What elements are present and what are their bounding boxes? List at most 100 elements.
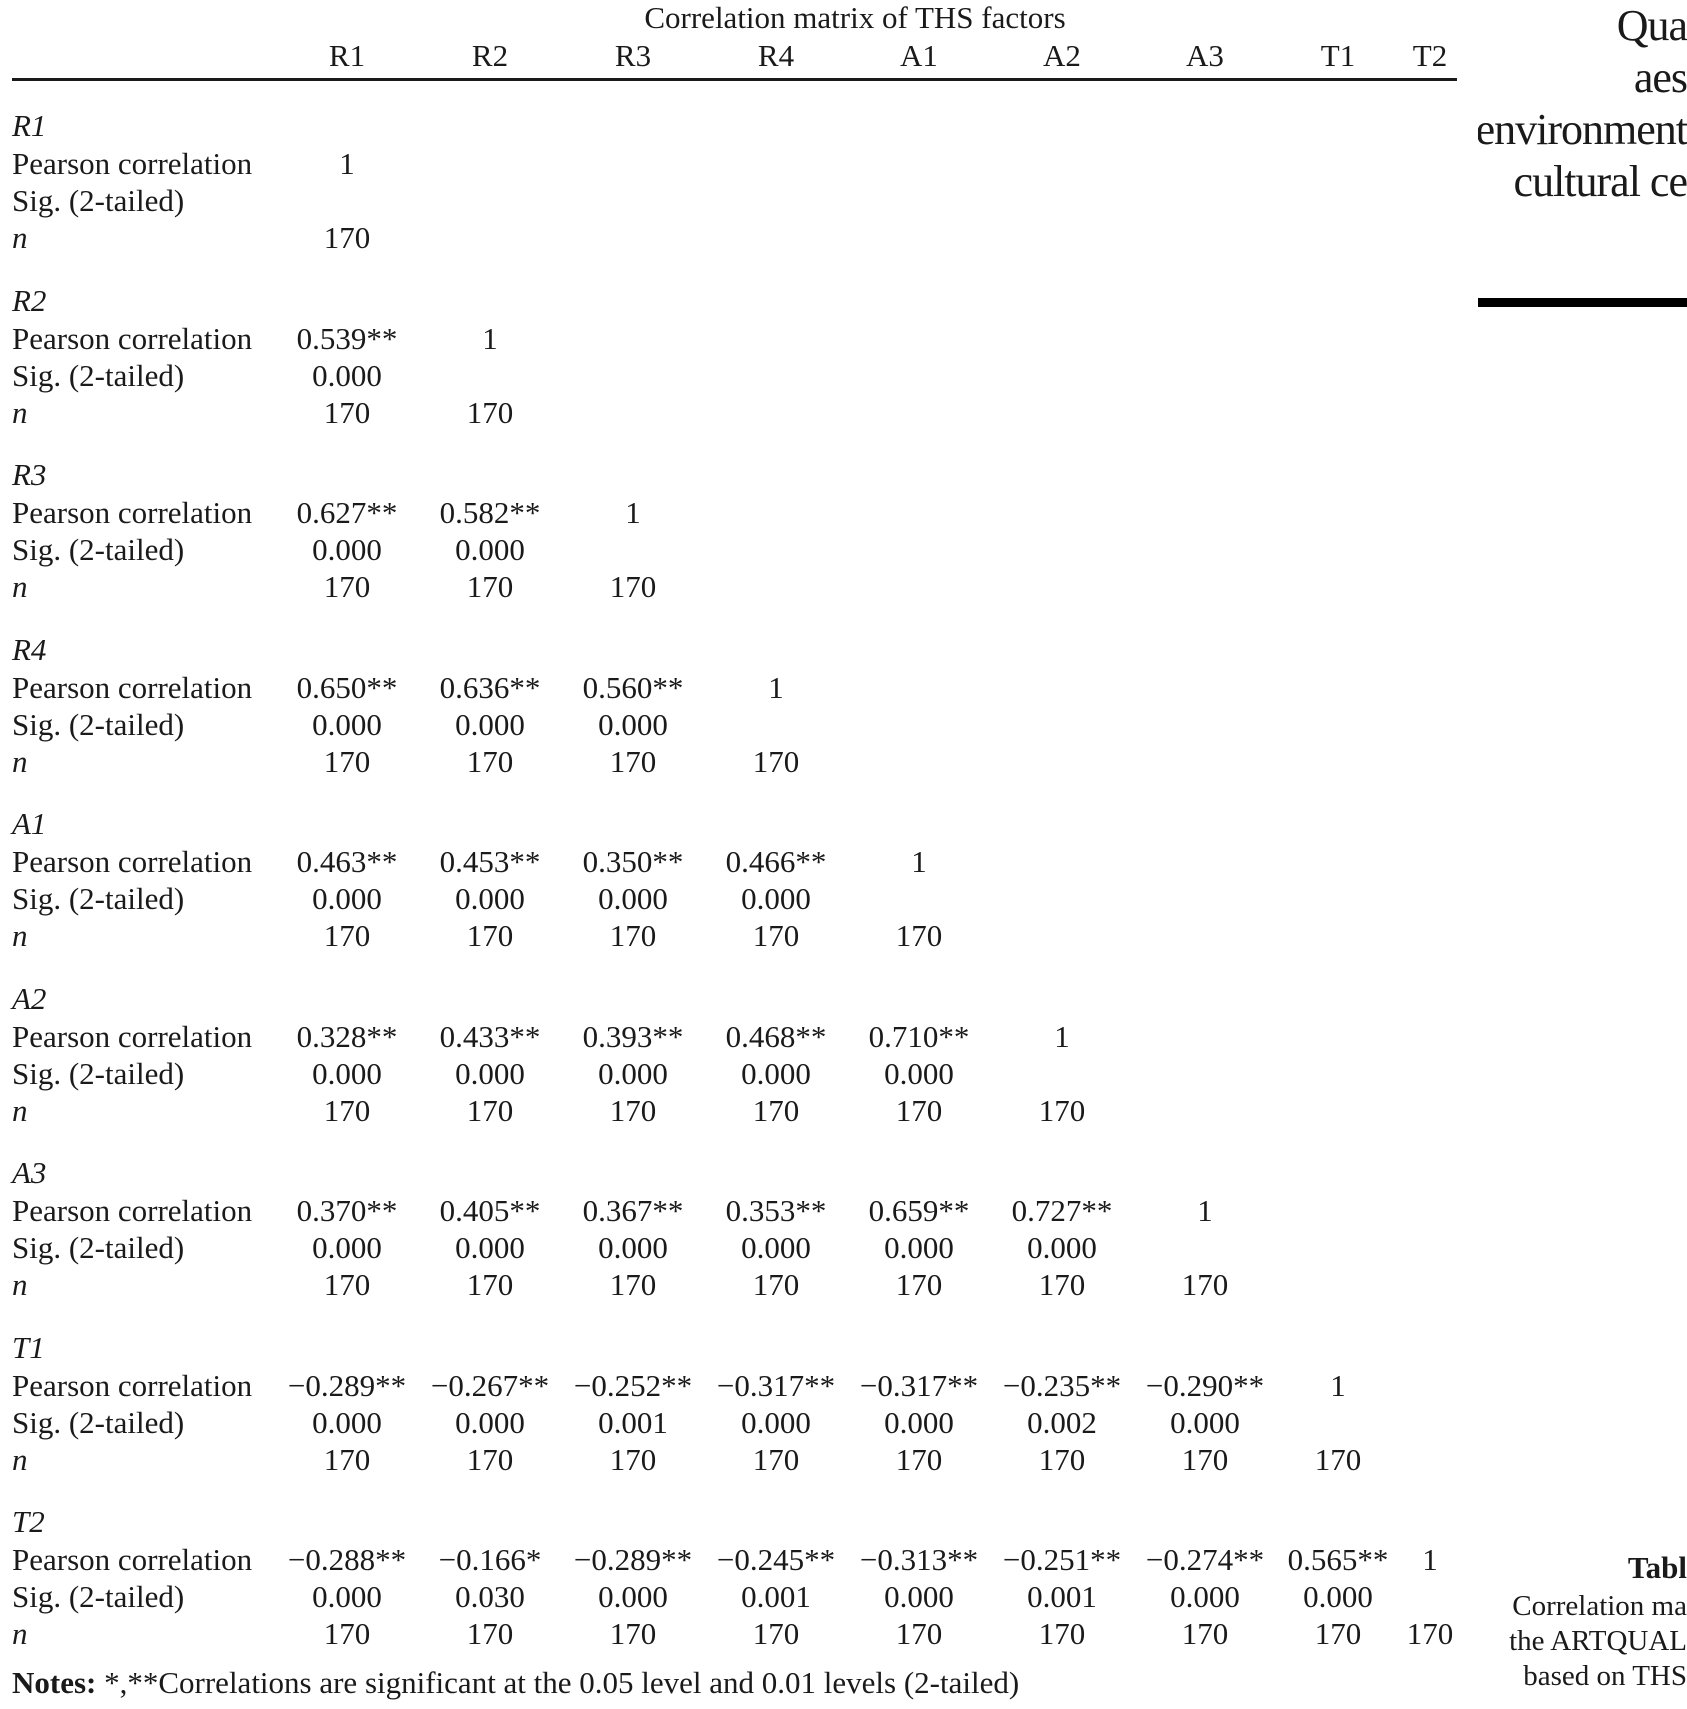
table-cell: 0.466** bbox=[725, 844, 827, 879]
table-cell: 170 bbox=[466, 1092, 514, 1128]
row-label: Sig. (2-tailed) bbox=[12, 706, 185, 742]
table-cell: 0.350** bbox=[582, 844, 684, 879]
running-title: Qua aes environment cultural ce bbox=[1478, 0, 1687, 208]
table-cell: 170 bbox=[1181, 1616, 1229, 1651]
table-cell: 170 bbox=[323, 1616, 371, 1651]
column-header-a3: A3 bbox=[1186, 38, 1224, 73]
table-cell: 0.000 bbox=[1170, 1579, 1240, 1614]
table-cell: 0.328** bbox=[296, 1018, 398, 1054]
table-cell: 0.000 bbox=[884, 1230, 954, 1265]
table-cell: 170 bbox=[323, 1092, 371, 1128]
table-cell: 0.367** bbox=[582, 1193, 684, 1228]
table-cell: 0.659** bbox=[868, 1193, 970, 1228]
row-label: Sig. (2-tailed) bbox=[12, 1579, 185, 1614]
table-cell: 170 bbox=[609, 1267, 657, 1302]
table-area: Correlation matrix of THS factors R1 R2 R3… bbox=[0, 0, 1470, 1703]
row-label: Sig. (2-tailed) bbox=[12, 1404, 185, 1440]
table-cell: 1 bbox=[768, 669, 784, 705]
table-cell: −0.235** bbox=[1002, 1367, 1122, 1403]
table-cell: 0.000 bbox=[884, 1055, 954, 1091]
table-cell: 170 bbox=[609, 918, 657, 953]
table-cell: 170 bbox=[895, 1092, 943, 1128]
row-group-r3: R3 Pearson correlation 0.627** 0.582** 1 Sig.… bbox=[0, 456, 1470, 606]
table-cell: −0.317** bbox=[716, 1367, 836, 1403]
table-cell: 170 bbox=[609, 743, 657, 779]
row-label: n bbox=[12, 743, 28, 779]
table-cell: 0.453** bbox=[439, 844, 541, 879]
table-cell: 0.000 bbox=[312, 706, 382, 742]
table-cell: 1 bbox=[1330, 1367, 1346, 1403]
table-cell: 0.000 bbox=[741, 1230, 811, 1265]
table-cell: −0.267** bbox=[430, 1367, 550, 1403]
table-cell: 1 bbox=[911, 844, 927, 879]
row-group-a3: A3 Pearson correlation 0.370** 0.405** 0.367… bbox=[0, 1154, 1470, 1304]
group-title: A3 bbox=[12, 1155, 47, 1190]
table-cell: −0.288** bbox=[287, 1542, 407, 1577]
table-cell: 1 bbox=[1197, 1193, 1213, 1228]
table-cell: 0.727** bbox=[1011, 1193, 1113, 1228]
table-cell: 170 bbox=[1181, 1267, 1229, 1302]
table-cell: 170 bbox=[609, 1441, 657, 1477]
table-row-pearson: Pearson correlation −0.288** −0.166* −0.289… bbox=[0, 1541, 1470, 1578]
table-cell: 0.627** bbox=[296, 495, 398, 530]
table-cell: 170 bbox=[323, 569, 371, 604]
table-row-pearson: Pearson correlation 0.627** 0.582** 1 bbox=[0, 494, 1470, 531]
table-cell: 170 bbox=[752, 1092, 800, 1128]
table-cell: 170 bbox=[323, 220, 371, 255]
row-label: Sig. (2-tailed) bbox=[12, 357, 185, 393]
row-label: Sig. (2-tailed) bbox=[12, 532, 185, 567]
notes-text: *,**Correlations are significant at the … bbox=[96, 1665, 1020, 1700]
table-cell: 170 bbox=[752, 918, 800, 953]
group-title: R3 bbox=[12, 457, 47, 492]
table-cell: 0.000 bbox=[1303, 1579, 1373, 1614]
notes-label: Notes: bbox=[12, 1665, 97, 1700]
table-cell: 170 bbox=[466, 394, 514, 430]
table-cell: 170 bbox=[466, 569, 514, 604]
column-header-row: R1 R2 R3 R4 A1 A2 A3 T1 T2 bbox=[0, 36, 1470, 76]
row-label: n bbox=[12, 1441, 28, 1477]
table-cell: 170 bbox=[1314, 1441, 1362, 1477]
running-title-line: environment bbox=[1478, 105, 1687, 154]
row-label: n bbox=[12, 569, 28, 604]
table-row-sig: Sig. (2-tailed) 0.000 bbox=[0, 357, 1470, 394]
table-row-sig: Sig. (2-tailed) bbox=[0, 182, 1470, 219]
table-cell: 170 bbox=[1038, 1267, 1086, 1302]
table-row-n: n 170 170 bbox=[0, 394, 1470, 431]
table-row-sig: Sig. (2-tailed) 0.000 0.000 0.000 0.000 0.000 bbox=[0, 1055, 1470, 1092]
table-row-pearson: Pearson correlation 0.539** 1 bbox=[0, 320, 1470, 357]
table-cell: −0.317** bbox=[859, 1367, 979, 1403]
table-cell: 0.000 bbox=[312, 532, 382, 567]
table-cell: 0.001 bbox=[1027, 1579, 1097, 1614]
table-cell: 170 bbox=[323, 743, 371, 779]
side-margin: Qua aes environment cultural ce Tabl Correl… bbox=[1478, 0, 1687, 1709]
row-label: Pearson correlation bbox=[12, 146, 253, 181]
table-cell: −0.245** bbox=[716, 1542, 836, 1577]
table-row-n: n 170 bbox=[0, 219, 1470, 256]
row-group-r4: R4 Pearson correlation 0.650** 0.636** 0.560… bbox=[0, 631, 1470, 781]
table-cell: 0.393** bbox=[582, 1018, 684, 1054]
table-cell: 170 bbox=[895, 1267, 943, 1302]
table-cell: −0.166* bbox=[438, 1542, 542, 1577]
group-title: R1 bbox=[12, 108, 47, 143]
table-cell: 0.650** bbox=[296, 669, 398, 705]
table-cell: 170 bbox=[466, 1616, 514, 1651]
table-cell: 0.001 bbox=[598, 1404, 668, 1440]
table-cell: 0.000 bbox=[455, 1404, 525, 1440]
row-group-r2: R2 Pearson correlation 0.539** 1 Sig. (2-tai… bbox=[0, 282, 1470, 432]
table-cell: −0.274** bbox=[1145, 1542, 1265, 1577]
table-cell: 170 bbox=[1038, 1441, 1086, 1477]
table-row-n: n 170 170 170 bbox=[0, 568, 1470, 605]
table-cell: 170 bbox=[752, 1267, 800, 1302]
table-cell: 0.000 bbox=[312, 1055, 382, 1091]
table-cell: 0.000 bbox=[455, 1230, 525, 1265]
caption-line: the ARTQUAL bbox=[1509, 1625, 1687, 1657]
column-header-r3: R3 bbox=[614, 38, 652, 73]
table-row-pearson: Pearson correlation 0.328** 0.433** 0.393**… bbox=[0, 1018, 1470, 1055]
header-rule bbox=[12, 78, 1457, 81]
table-cell: 0.539** bbox=[296, 320, 398, 356]
table-cell: 0.468** bbox=[725, 1018, 827, 1054]
table-notes: Notes: *,**Correlations are significant … bbox=[12, 1663, 1019, 1703]
row-label: Pearson correlation bbox=[12, 495, 253, 530]
table-row-n: n 170 170 170 170 bbox=[0, 743, 1470, 780]
table-cell: −0.290** bbox=[1145, 1367, 1265, 1403]
